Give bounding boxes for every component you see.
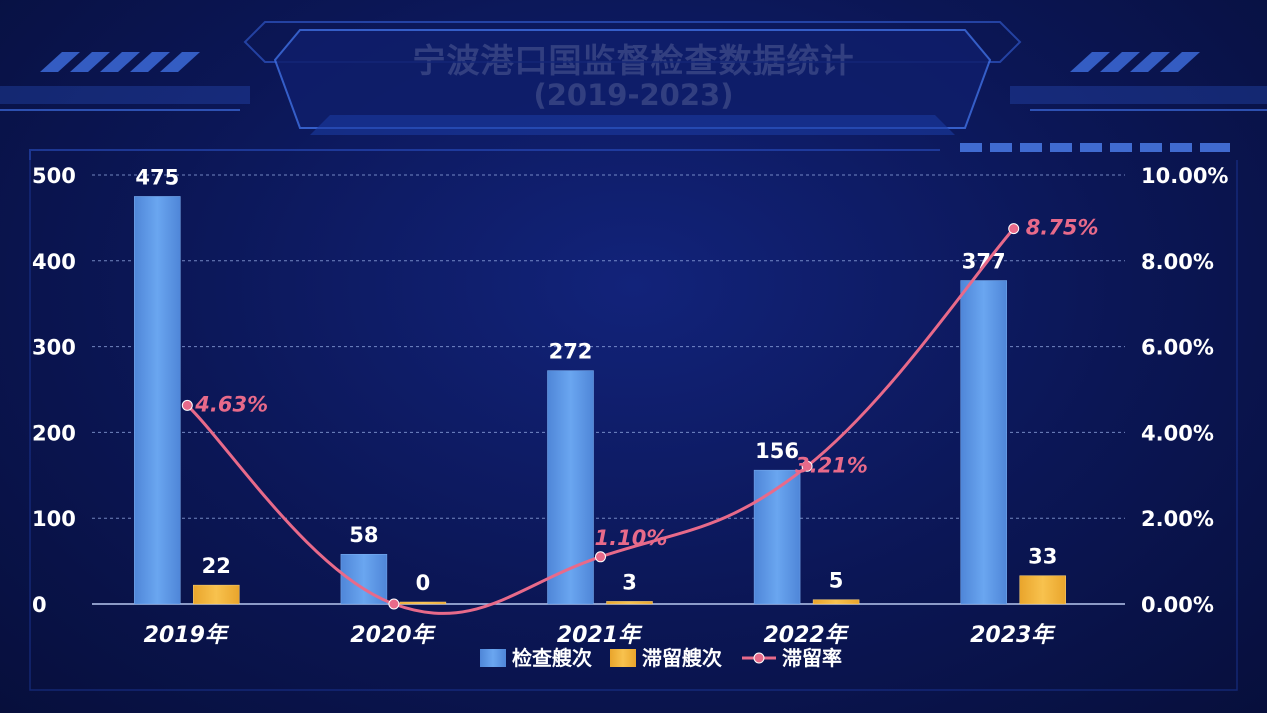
bar-detentions bbox=[399, 601, 447, 605]
left-tick-label: 300 bbox=[32, 336, 76, 360]
right-tick-label: 2.00% bbox=[1141, 507, 1214, 531]
bar-inspections-value: 156 bbox=[755, 439, 799, 463]
bar-detentions-value: 33 bbox=[1028, 545, 1057, 569]
right-tick-label: 6.00% bbox=[1141, 336, 1214, 360]
header-decoration bbox=[0, 21, 1267, 691]
x-tick-label: 2020年 bbox=[350, 622, 436, 648]
rate-point bbox=[595, 551, 606, 563]
rate-label: 4.63% bbox=[194, 392, 268, 416]
x-tick-label: 2021年 bbox=[557, 622, 643, 648]
right-tick-label: 0.00% bbox=[1141, 593, 1214, 617]
bar-detentions bbox=[193, 584, 240, 605]
left-tick-label: 0 bbox=[32, 593, 47, 617]
legend-label-rate: 滞留率 bbox=[782, 646, 842, 670]
series-detentions: 22 0 3 5 33 bbox=[193, 545, 1066, 605]
rate-label: 1.10% bbox=[595, 526, 668, 550]
left-axis: 0 100 200 300 400 500 bbox=[32, 164, 76, 617]
rate-label: 3.21% bbox=[795, 453, 868, 477]
left-tick-label: 400 bbox=[32, 250, 76, 274]
bar-inspections bbox=[753, 469, 801, 605]
bar-inspections-value: 58 bbox=[349, 523, 378, 547]
right-tick-label: 4.00% bbox=[1141, 421, 1214, 445]
bar-inspections-value: 377 bbox=[962, 250, 1006, 274]
left-tick-label: 100 bbox=[32, 507, 76, 531]
bar-detentions bbox=[1019, 575, 1066, 605]
left-tick-label: 500 bbox=[32, 164, 76, 188]
legend-marker-rate bbox=[753, 652, 765, 664]
right-axis: 0.00% 2.00% 4.00% 6.00% 8.00% 10.00% bbox=[1141, 164, 1228, 617]
series-detention-rate: 4.63% 1.10% 3.21% 8.75% bbox=[181, 216, 1099, 615]
left-tick-label: 200 bbox=[32, 421, 76, 445]
legend-swatch-inspections bbox=[480, 649, 506, 667]
bar-inspections bbox=[134, 196, 181, 605]
bar-inspections bbox=[547, 370, 594, 605]
x-axis: 2019年 2020年 2021年 2022年 2023年 bbox=[144, 622, 1057, 648]
bar-detentions-value: 3 bbox=[622, 570, 637, 594]
bar-inspections-value: 272 bbox=[549, 340, 593, 364]
bar-detentions bbox=[812, 599, 860, 605]
legend-swatch-detentions bbox=[610, 649, 636, 667]
bar-detentions bbox=[606, 601, 653, 605]
legend-label-inspections: 检查艘次 bbox=[512, 646, 592, 670]
bar-detentions-value: 22 bbox=[202, 554, 231, 578]
x-tick-label: 2022年 bbox=[763, 622, 849, 648]
series-inspections: 475 58 272 156 377 bbox=[134, 165, 1007, 605]
right-tick-label: 10.00% bbox=[1141, 164, 1228, 188]
bar-detentions-value: 5 bbox=[829, 569, 844, 593]
bar-inspections bbox=[960, 280, 1007, 605]
rate-point bbox=[388, 598, 400, 610]
grid-lines bbox=[92, 174, 1125, 605]
legend: 检查艘次 滞留艘次 滞留率 bbox=[480, 646, 842, 670]
bar-detentions-value: 0 bbox=[416, 571, 431, 595]
rate-point bbox=[1008, 223, 1020, 235]
legend-label-detentions: 滞留艘次 bbox=[642, 646, 722, 670]
rate-point bbox=[181, 399, 193, 411]
x-tick-label: 2019年 bbox=[144, 622, 230, 648]
rate-label: 8.75% bbox=[1026, 216, 1099, 240]
bar-inspections-value: 475 bbox=[135, 165, 179, 189]
rate-point bbox=[801, 460, 813, 472]
x-tick-label: 2023年 bbox=[970, 622, 1056, 648]
right-tick-label: 8.00% bbox=[1141, 250, 1214, 274]
